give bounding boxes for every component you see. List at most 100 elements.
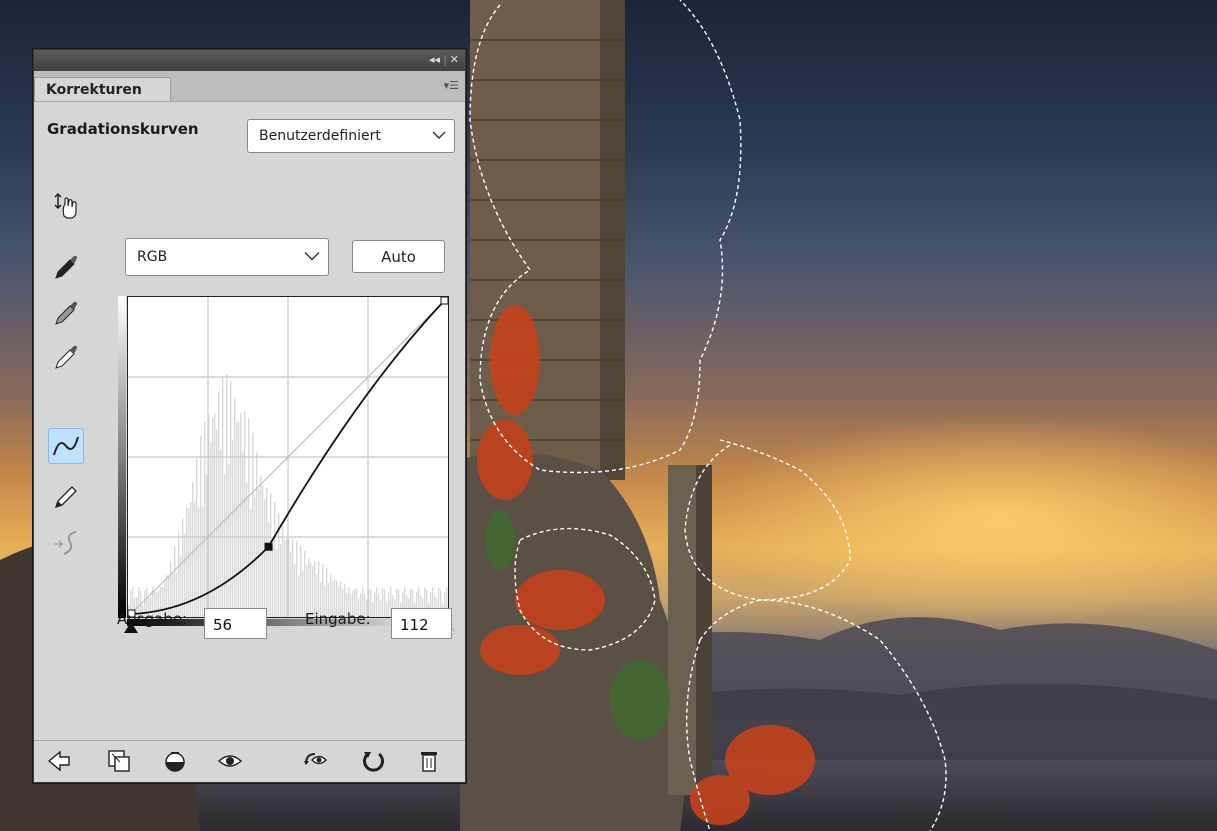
histogram-bar: [356, 589, 358, 617]
curves-graph[interactable]: [127, 296, 449, 618]
histogram-bar: [168, 575, 170, 617]
auto-button[interactable]: Auto: [352, 240, 445, 273]
histogram-bar: [146, 587, 148, 617]
view-previous-icon[interactable]: [302, 748, 328, 774]
panel-menu-icon[interactable]: ▾☰: [443, 79, 459, 92]
histogram-bar: [352, 590, 354, 617]
histogram-bar: [222, 377, 224, 617]
histogram-bar: [296, 540, 298, 617]
histogram-bar: [430, 591, 432, 617]
tab-korrekturen[interactable]: Korrekturen: [34, 77, 171, 101]
histogram-bar: [162, 586, 164, 617]
histogram-bar: [148, 597, 150, 617]
histogram-bar: [364, 594, 366, 617]
histogram-bar: [192, 481, 194, 617]
histogram-bar: [390, 587, 392, 617]
histogram-bar: [242, 451, 244, 617]
histogram-bar: [338, 586, 340, 617]
histogram-bar: [156, 592, 158, 617]
input-label: Eingabe:: [305, 610, 371, 628]
histogram-bar: [384, 589, 386, 617]
histogram-bar: [354, 588, 356, 617]
histogram-bar: [224, 474, 226, 617]
adjustments-panel: ◂◂ | ✕ Korrekturen ▾☰ Gradationskurven B…: [33, 49, 466, 783]
histogram-bar: [244, 411, 246, 617]
output-gradient-bar: [118, 296, 126, 618]
reset-icon[interactable]: [360, 748, 386, 774]
white-eyedropper-icon[interactable]: [50, 340, 82, 372]
histogram-bar: [176, 572, 178, 617]
histogram-bar: [406, 595, 408, 617]
black-point-slider[interactable]: [124, 622, 138, 633]
chevron-down-icon: [432, 131, 446, 140]
histogram-bar: [424, 587, 426, 617]
histogram-bar: [238, 421, 240, 617]
histogram-bar: [412, 589, 414, 617]
visibility-eye-icon[interactable]: [217, 748, 243, 774]
histogram-bar: [426, 589, 428, 617]
histogram-bar: [150, 596, 152, 617]
histogram-bar: [320, 582, 322, 617]
histogram-bar: [220, 448, 222, 617]
histogram-bar: [200, 435, 202, 617]
input-field[interactable]: 112: [391, 608, 452, 639]
histogram-bar: [280, 543, 282, 617]
histogram-bar: [268, 522, 270, 617]
histogram-bar: [342, 589, 344, 617]
histogram-bar: [274, 502, 276, 617]
histogram-bar: [292, 538, 294, 617]
histogram-bar: [218, 391, 220, 617]
preset-value: Benutzerdefiniert: [259, 128, 381, 144]
trash-icon[interactable]: [416, 748, 442, 774]
histogram-bar: [362, 587, 364, 617]
histogram-bar: [438, 587, 440, 617]
histogram-bar: [272, 544, 274, 617]
histogram-bar: [374, 592, 376, 617]
histogram-bar: [392, 595, 394, 617]
histogram-bar: [380, 599, 382, 617]
histogram-bar: [348, 586, 350, 617]
channel-dropdown[interactable]: RGB: [125, 238, 329, 276]
panel-title-bar[interactable]: ◂◂ | ✕: [34, 50, 465, 71]
histogram-bar: [402, 592, 404, 617]
histogram-bar: [276, 549, 278, 617]
histogram-bar: [386, 602, 388, 617]
histogram-bar: [266, 487, 268, 617]
histogram-bar: [204, 421, 206, 617]
histogram-bar: [300, 544, 302, 617]
pencil-icon[interactable]: [50, 480, 82, 512]
histogram-bar: [138, 587, 140, 617]
histogram-bar: [288, 538, 290, 617]
histogram-bar: [132, 587, 134, 617]
output-field[interactable]: 56: [204, 608, 267, 639]
histogram-bar: [258, 488, 260, 617]
histogram-bar: [158, 590, 160, 617]
baseline-diagonal: [129, 298, 447, 616]
histogram-bar: [134, 597, 136, 617]
histogram-bar: [264, 499, 266, 617]
preset-dropdown[interactable]: Benutzerdefiniert: [247, 119, 455, 153]
histogram-bar: [324, 586, 326, 617]
hand-target-icon[interactable]: [50, 190, 82, 222]
histogram-bar: [174, 546, 176, 617]
back-arrow-icon[interactable]: [46, 748, 72, 774]
expand-view-icon[interactable]: [106, 748, 132, 774]
histogram-bar: [136, 597, 138, 617]
histogram-bar: [330, 573, 332, 617]
histogram-bar: [444, 591, 446, 617]
histogram-bar: [304, 550, 306, 617]
collapse-icon[interactable]: ◂◂: [428, 53, 440, 66]
close-icon[interactable]: ✕: [449, 53, 459, 66]
histogram-bar: [350, 594, 352, 617]
histogram-bar: [256, 452, 258, 617]
clip-layer-icon[interactable]: [162, 748, 188, 774]
histogram-bar: [186, 507, 188, 617]
histogram-bar: [310, 562, 312, 617]
curve-point-icon[interactable]: [48, 428, 84, 464]
histogram-bar: [144, 590, 146, 617]
gray-eyedropper-icon[interactable]: [50, 296, 82, 328]
histogram-bar: [420, 595, 422, 617]
black-eyedropper-icon[interactable]: [50, 250, 82, 282]
histogram-bar: [434, 595, 436, 617]
histogram-bar: [248, 418, 250, 617]
